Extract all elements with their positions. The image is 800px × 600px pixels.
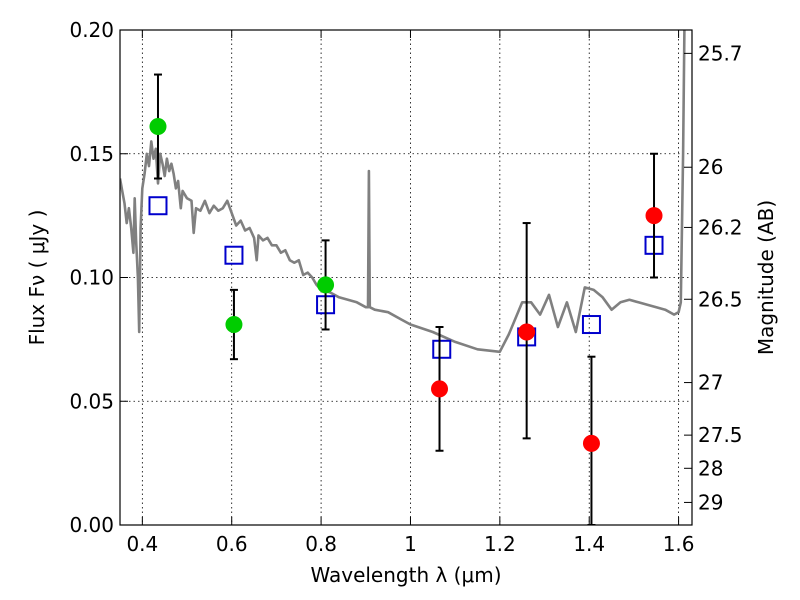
magnitude-tick-label: 27.5 [698,423,743,447]
magnitude-tick-label: 25.7 [698,41,743,65]
x-axis-label: Wavelength λ (μm) [310,563,501,587]
y-tick-label: 0.05 [69,389,114,413]
model-flux-square [581,315,601,335]
x-tick-label: 0.6 [216,532,248,556]
x-tick-label: 1.2 [484,532,516,556]
plot-series [120,30,686,525]
model-flux-square [224,245,244,265]
x-tick-label: 1.4 [573,532,605,556]
x-tick-label: 1.6 [663,532,695,556]
axis-ticks: 0.4 0.6 0.8 1 1.2 1.4 1.6 0.00 0.05 0.10 0.15 0.20 2… [69,18,742,556]
observed-flux-point [317,276,335,294]
observed-flux-point [431,380,449,398]
y-tick-label: 0.15 [69,142,114,166]
x-tick-label: 0.8 [305,532,337,556]
y-axis-label: Flux Fν ( μJy ) [25,210,49,346]
observed-flux-point [645,207,663,225]
y-tick-label: 0.10 [69,266,114,290]
x-tick-label: 0.4 [126,532,158,556]
model-flux-square [148,196,168,216]
magnitude-tick-label: 27 [698,371,723,395]
spectrum-line [120,30,686,354]
observed-flux-point [582,434,600,452]
grid-lines [120,30,692,525]
y-tick-label: 0.00 [69,513,114,537]
x-tick-label: 1 [404,532,417,556]
magnitude-tick-label: 26.5 [698,287,743,311]
observed-flux-point [149,118,167,136]
magnitude-tick-label: 29 [698,490,723,514]
model-flux-square [432,339,452,359]
observed-flux-point [518,323,536,341]
observed-flux-point [225,316,243,334]
magnitude-axis-label: Magnitude (AB) [754,200,778,355]
y-tick-label: 0.20 [69,18,114,42]
magnitude-tick-label: 26.2 [698,215,743,239]
magnitude-tick-label: 28 [698,456,723,480]
magnitude-tick-label: 26 [698,155,723,179]
